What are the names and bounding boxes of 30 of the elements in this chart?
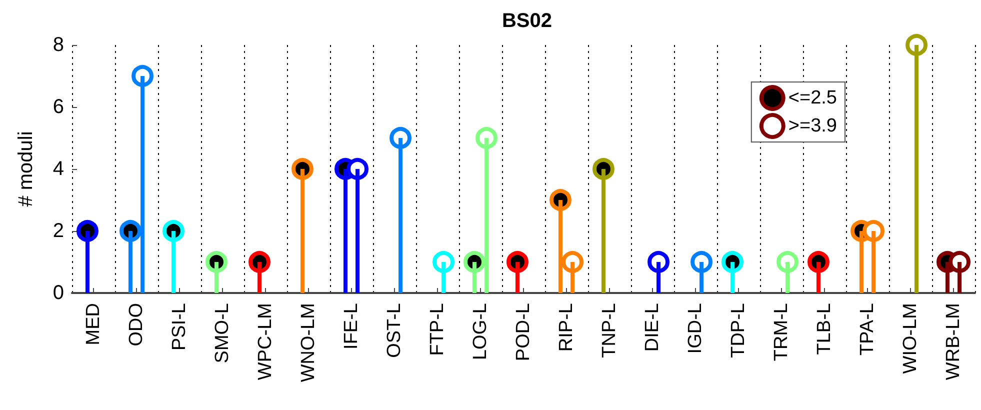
y-axis-title: # moduli: [15, 131, 37, 207]
x-tick-label: IFE-L: [341, 303, 362, 350]
x-tick-label: TLB-L: [814, 303, 835, 355]
x-tick-label: WRB-LM: [943, 303, 964, 380]
legend-label: >=3.9: [788, 116, 838, 136]
x-tick-label: FTP-L: [427, 303, 448, 356]
x-tick-label: TPA-L: [857, 303, 878, 356]
legend-label: <=2.5: [788, 88, 838, 108]
x-tick-label: RIP-L: [556, 303, 577, 352]
x-tick-label: WIO-LM: [900, 303, 921, 374]
x-tick-label: WNO-LM: [298, 303, 319, 382]
x-tick-label: PSI-L: [169, 303, 190, 351]
y-tick-label: 2: [52, 220, 64, 242]
x-tick-label: POD-L: [513, 303, 534, 362]
x-tick-label: DIE-L: [642, 303, 663, 352]
x-tick-label: LOG-L: [470, 303, 491, 360]
x-tick-label: MED: [83, 303, 104, 346]
x-tick-label: ODO: [126, 303, 147, 346]
x-tick-label: SMO-L: [212, 303, 233, 364]
x-tick-label: OST-L: [384, 303, 405, 358]
x-tick-label: TNP-L: [599, 303, 620, 358]
y-tick-label: 8: [52, 34, 64, 56]
x-tick-label: TRM-L: [771, 303, 792, 362]
x-tick-label: TDP-L: [728, 303, 749, 358]
y-tick-label: 4: [52, 158, 64, 180]
chart-title: BS02: [502, 10, 552, 32]
x-tick-label: WPC-LM: [255, 303, 276, 380]
x-tick-label: IGD-L: [685, 303, 706, 354]
y-tick-label: 0: [52, 282, 64, 304]
y-tick-label: 6: [52, 96, 64, 118]
